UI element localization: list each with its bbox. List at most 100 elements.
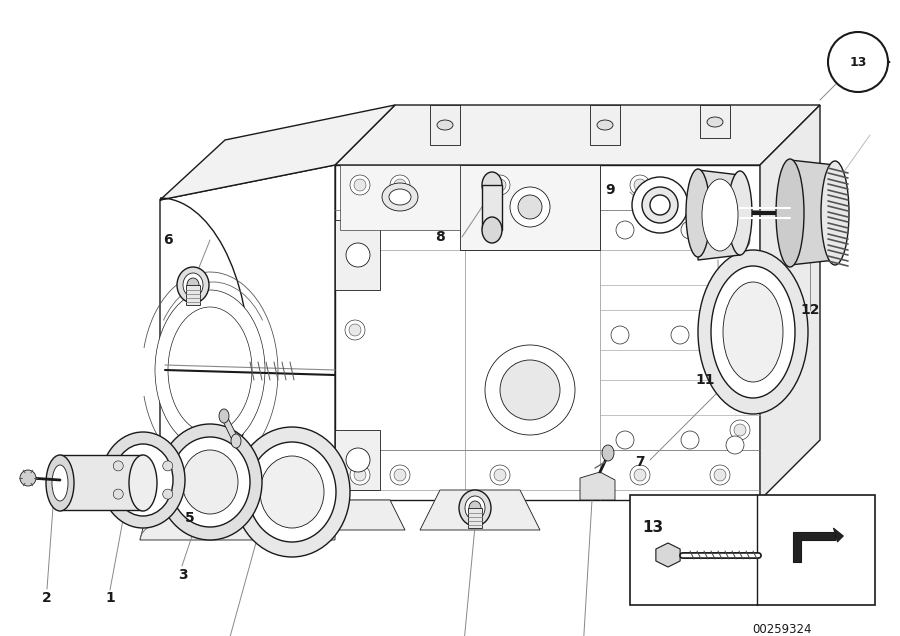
Ellipse shape (350, 175, 370, 195)
Polygon shape (103, 462, 143, 498)
Ellipse shape (345, 320, 365, 340)
Ellipse shape (726, 436, 744, 454)
Polygon shape (794, 532, 835, 562)
Ellipse shape (170, 437, 250, 527)
Polygon shape (430, 105, 460, 145)
Polygon shape (833, 528, 843, 542)
Polygon shape (335, 105, 820, 165)
Ellipse shape (734, 334, 746, 346)
Ellipse shape (163, 489, 173, 499)
Polygon shape (580, 472, 615, 500)
Text: 6: 6 (163, 233, 173, 247)
Text: 1: 1 (105, 591, 115, 605)
Ellipse shape (382, 183, 418, 211)
Ellipse shape (494, 179, 506, 191)
Ellipse shape (113, 444, 173, 516)
Polygon shape (760, 105, 820, 500)
Ellipse shape (490, 175, 510, 195)
Ellipse shape (46, 455, 74, 511)
Ellipse shape (723, 282, 783, 382)
Ellipse shape (113, 461, 123, 471)
Ellipse shape (349, 324, 361, 336)
Ellipse shape (183, 273, 203, 297)
Ellipse shape (52, 465, 68, 501)
Polygon shape (335, 165, 760, 500)
Ellipse shape (707, 117, 723, 127)
Circle shape (828, 32, 888, 92)
Polygon shape (335, 220, 380, 290)
Polygon shape (590, 105, 620, 145)
Ellipse shape (177, 267, 209, 303)
Ellipse shape (518, 195, 542, 219)
Text: 2: 2 (42, 591, 52, 605)
Ellipse shape (155, 290, 265, 450)
Ellipse shape (500, 360, 560, 420)
Ellipse shape (616, 431, 634, 449)
Ellipse shape (389, 189, 411, 205)
Ellipse shape (681, 431, 699, 449)
Ellipse shape (671, 326, 689, 344)
Text: 5: 5 (185, 511, 195, 525)
Ellipse shape (698, 250, 808, 414)
Polygon shape (460, 165, 600, 250)
Text: 13: 13 (850, 55, 867, 69)
Ellipse shape (394, 179, 406, 191)
Ellipse shape (730, 420, 750, 440)
Text: 11: 11 (695, 373, 715, 387)
Ellipse shape (231, 434, 241, 448)
Ellipse shape (187, 278, 199, 292)
Ellipse shape (469, 501, 481, 515)
Ellipse shape (597, 120, 613, 130)
Polygon shape (335, 430, 380, 490)
Polygon shape (220, 415, 240, 442)
Ellipse shape (354, 179, 366, 191)
Ellipse shape (494, 469, 506, 481)
Polygon shape (846, 50, 890, 74)
Ellipse shape (485, 345, 575, 435)
Polygon shape (140, 460, 335, 540)
Ellipse shape (602, 445, 614, 461)
Ellipse shape (686, 169, 710, 257)
Ellipse shape (630, 465, 650, 485)
Polygon shape (335, 500, 405, 530)
Ellipse shape (630, 175, 650, 195)
Ellipse shape (465, 496, 485, 520)
Ellipse shape (260, 456, 324, 528)
Ellipse shape (390, 465, 410, 485)
Text: 12: 12 (800, 303, 820, 317)
Ellipse shape (20, 470, 36, 486)
Ellipse shape (714, 179, 726, 191)
Ellipse shape (459, 490, 491, 526)
Bar (482, 185, 502, 230)
Ellipse shape (129, 455, 157, 511)
Ellipse shape (482, 172, 502, 198)
Ellipse shape (168, 307, 252, 433)
Ellipse shape (611, 326, 629, 344)
Polygon shape (420, 490, 540, 530)
Polygon shape (340, 165, 460, 230)
Polygon shape (698, 170, 740, 260)
Ellipse shape (711, 266, 795, 398)
Ellipse shape (182, 450, 238, 514)
Polygon shape (700, 105, 730, 138)
Bar (186, 285, 200, 305)
Text: 8: 8 (435, 230, 445, 244)
Ellipse shape (726, 211, 744, 229)
Ellipse shape (113, 489, 123, 499)
Ellipse shape (248, 442, 336, 542)
Ellipse shape (710, 175, 730, 195)
Polygon shape (680, 500, 760, 530)
Bar (468, 508, 482, 528)
Ellipse shape (482, 217, 502, 243)
Ellipse shape (728, 171, 752, 255)
Ellipse shape (734, 234, 746, 246)
Ellipse shape (634, 179, 646, 191)
Ellipse shape (158, 424, 262, 540)
Ellipse shape (710, 465, 730, 485)
Ellipse shape (642, 187, 678, 223)
Ellipse shape (776, 159, 804, 267)
Polygon shape (160, 105, 395, 200)
Ellipse shape (650, 195, 670, 215)
Ellipse shape (632, 177, 688, 233)
Polygon shape (656, 543, 680, 567)
